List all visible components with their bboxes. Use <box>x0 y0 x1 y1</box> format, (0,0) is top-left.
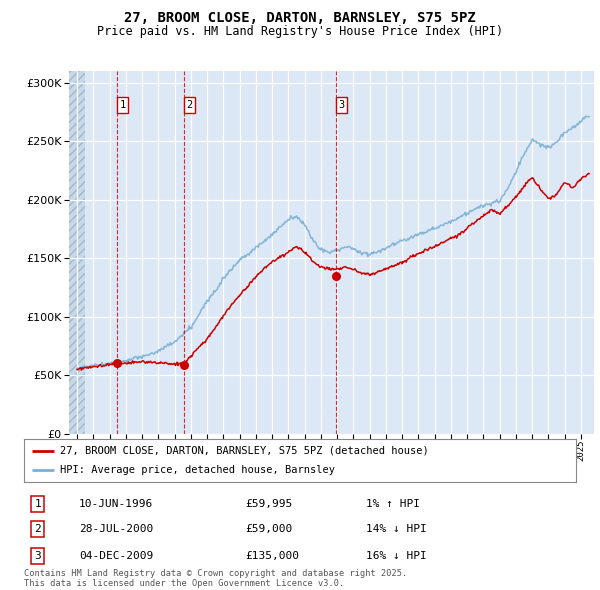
Bar <box>69 71 85 434</box>
Text: 1: 1 <box>34 499 41 509</box>
Text: £59,000: £59,000 <box>245 525 292 535</box>
Text: 3: 3 <box>34 550 41 560</box>
Text: 1% ↑ HPI: 1% ↑ HPI <box>366 499 420 509</box>
Text: 27, BROOM CLOSE, DARTON, BARNSLEY, S75 5PZ: 27, BROOM CLOSE, DARTON, BARNSLEY, S75 5… <box>124 11 476 25</box>
Text: 04-DEC-2009: 04-DEC-2009 <box>79 550 154 560</box>
Text: 16% ↓ HPI: 16% ↓ HPI <box>366 550 427 560</box>
Text: 14% ↓ HPI: 14% ↓ HPI <box>366 525 427 535</box>
Text: £59,995: £59,995 <box>245 499 292 509</box>
Text: 10-JUN-1996: 10-JUN-1996 <box>79 499 154 509</box>
Text: 2: 2 <box>187 100 193 110</box>
Text: 3: 3 <box>338 100 344 110</box>
Text: HPI: Average price, detached house, Barnsley: HPI: Average price, detached house, Barn… <box>60 466 335 476</box>
Text: 27, BROOM CLOSE, DARTON, BARNSLEY, S75 5PZ (detached house): 27, BROOM CLOSE, DARTON, BARNSLEY, S75 5… <box>60 445 428 455</box>
Text: 2: 2 <box>34 525 41 535</box>
Text: 28-JUL-2000: 28-JUL-2000 <box>79 525 154 535</box>
Text: 1: 1 <box>119 100 125 110</box>
Text: Contains HM Land Registry data © Crown copyright and database right 2025.
This d: Contains HM Land Registry data © Crown c… <box>24 569 407 588</box>
Text: Price paid vs. HM Land Registry's House Price Index (HPI): Price paid vs. HM Land Registry's House … <box>97 25 503 38</box>
Text: £135,000: £135,000 <box>245 550 299 560</box>
